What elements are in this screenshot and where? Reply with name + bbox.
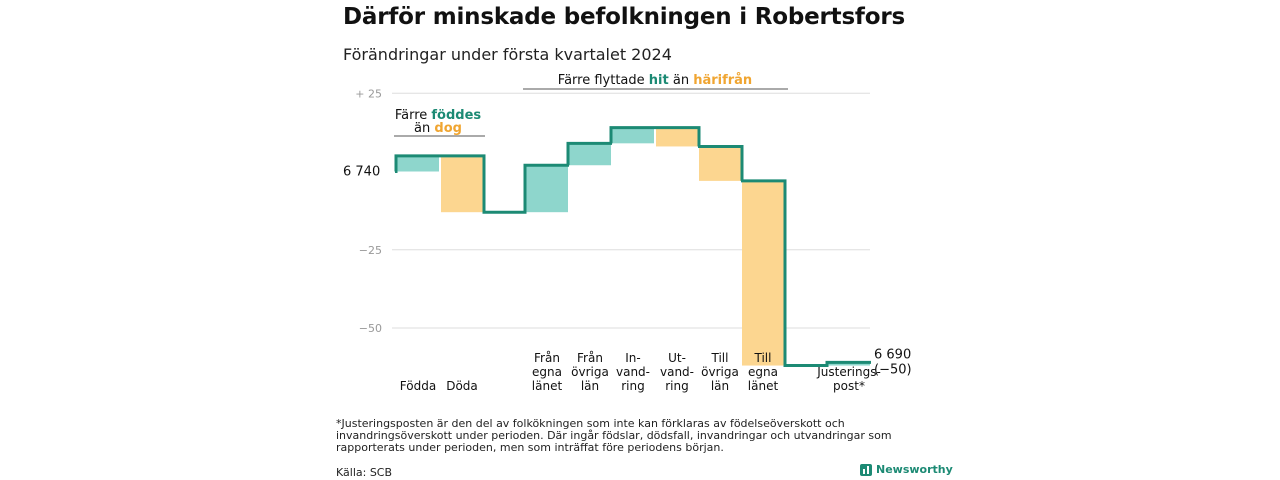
bar-step-8: [828, 362, 870, 366]
annotation-births-teal: föddes: [431, 108, 481, 123]
newsworthy-logo-icon: [860, 463, 872, 476]
page-title: Därför minskade befolkningen i Robertsfo…: [343, 4, 905, 30]
x-label-6-0: Till: [711, 351, 729, 365]
x-label-5-2: ring: [665, 379, 689, 393]
x-label-4-0: In-: [625, 351, 640, 365]
x-label-1-0: Döda: [446, 379, 478, 393]
x-label-3-1: övriga: [571, 365, 609, 379]
y-tick-label-0: + 25: [355, 87, 382, 100]
x-label-3-2: län: [581, 379, 599, 393]
annotation-births-text: Färre: [395, 108, 432, 123]
end-value-label: 6 690: [874, 347, 911, 362]
x-label-2-2: länet: [532, 379, 563, 393]
brand-name: Newsworthy: [876, 463, 953, 476]
annotation-migration-mid: än: [669, 73, 693, 88]
x-label-6-1: övriga: [701, 365, 739, 379]
x-label-3-0: Från: [577, 351, 603, 365]
annotation-migration-teal: hit: [649, 73, 669, 88]
annotation-births-orange: dog: [434, 121, 462, 136]
x-label-0-0: Födda: [400, 379, 436, 393]
bar-step-6: [699, 146, 741, 181]
bar-step-1: [441, 155, 483, 213]
bar-step-3: [569, 143, 611, 166]
x-label-7-1: egna: [748, 365, 778, 379]
x-label-4-2: ring: [621, 379, 645, 393]
x-label-8-1: post*: [833, 379, 865, 393]
x-label-6-2: län: [711, 379, 729, 393]
step-line: [394, 126, 871, 368]
bar-step-0: [397, 155, 439, 172]
source-note: Källa: SCB: [336, 466, 393, 479]
annotation-births-line2: än dog: [414, 121, 462, 136]
bar-step-4: [612, 127, 654, 144]
y-tick-label-2: −50: [359, 322, 382, 335]
annotation-migration: Färre flyttade hit än härifrån: [558, 73, 752, 88]
annotation-births-mid: än: [414, 121, 434, 136]
x-label-5-1: vand-: [660, 365, 694, 379]
x-label-8-0: Justerings-: [816, 365, 881, 379]
x-label-4-1: vand-: [616, 365, 650, 379]
annotation-migration-orange: härifrån: [693, 73, 752, 88]
end-change-label: (−50): [874, 362, 912, 377]
annotation-births: Färre föddes: [395, 108, 482, 123]
x-label-7-2: länet: [748, 379, 779, 393]
x-label-7-0: Till: [754, 351, 772, 365]
footnote: *Justeringsposten är den del av folkökni…: [336, 417, 892, 454]
bar-step-2: [526, 165, 568, 213]
x-label-5-0: Ut-: [668, 351, 686, 365]
start-value-label: 6 740: [343, 165, 380, 180]
bar-step-7: [742, 180, 784, 366]
x-label-2-0: Från: [534, 351, 560, 365]
brand-logo: Newsworthy: [860, 463, 953, 476]
page-subtitle: Förändringar under första kvartalet 2024: [343, 45, 672, 64]
x-label-2-1: egna: [532, 365, 562, 379]
y-tick-label-1: −25: [359, 244, 382, 257]
bar-step-5: [656, 127, 698, 147]
annotation-migration-text: Färre flyttade: [558, 73, 649, 88]
